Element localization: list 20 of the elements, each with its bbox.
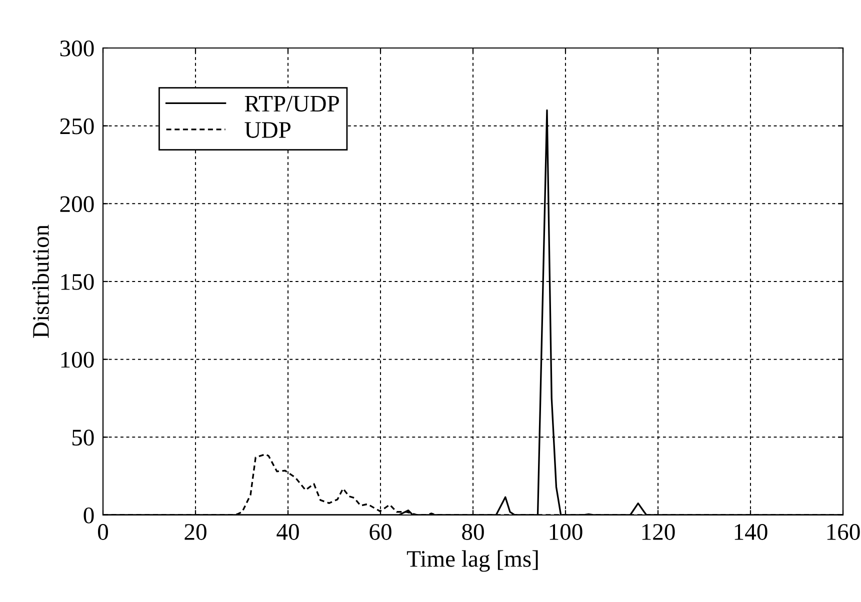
x-tick-label: 20: [184, 524, 206, 540]
x-tick-label: 0: [98, 524, 108, 540]
x-tick-label: 40: [276, 524, 299, 540]
y-axis-title: Distribution: [32, 224, 49, 338]
legend-label: RTP/UDP: [244, 96, 339, 112]
y-tick-label: 50: [72, 430, 94, 446]
y-tick-label: 0: [84, 507, 94, 524]
x-tick-label: 160: [827, 524, 860, 540]
x-tick-label: 140: [734, 524, 768, 540]
x-tick-label: 60: [370, 524, 392, 540]
y-tick-label: 150: [61, 274, 94, 290]
legend-label: UDP: [244, 122, 290, 138]
x-axis-title: Time lag [ms]: [406, 550, 538, 572]
y-tick-label: 100: [61, 352, 94, 368]
x-tick-label: 120: [642, 524, 675, 540]
y-tick-label: 200: [60, 196, 94, 212]
x-tick-label: 80: [462, 524, 484, 540]
y-tick-label: 250: [60, 118, 94, 134]
y-tick-label: 300: [60, 40, 94, 56]
x-tick-label: 100: [550, 524, 582, 540]
